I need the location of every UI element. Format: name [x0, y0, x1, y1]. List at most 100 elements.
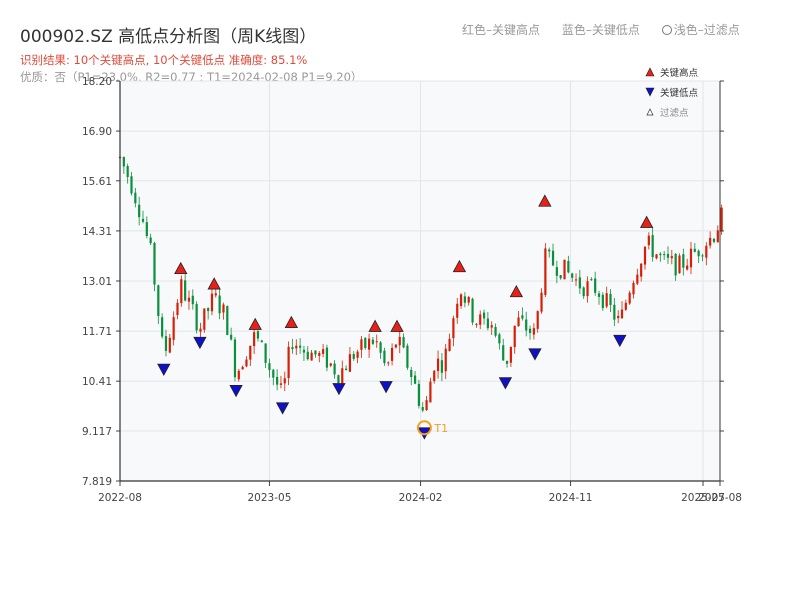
candle	[601, 292, 604, 311]
candle	[689, 241, 693, 275]
key-low-marker	[275, 402, 290, 415]
candle	[356, 349, 359, 364]
key-low-marker	[193, 336, 207, 350]
candle	[413, 370, 417, 385]
candle	[184, 274, 187, 302]
t1-label: T1	[433, 422, 448, 435]
candle	[636, 268, 639, 286]
key-high-marker	[538, 194, 552, 207]
candle	[138, 196, 141, 226]
candle	[712, 237, 716, 244]
candle	[544, 243, 547, 298]
candle	[222, 302, 225, 320]
candle	[456, 298, 459, 324]
candle	[567, 255, 570, 274]
candle	[322, 344, 325, 358]
candle	[666, 246, 670, 264]
y-tick-label: 10.41	[82, 376, 112, 388]
candle	[494, 323, 497, 338]
key-low-marker	[332, 383, 346, 396]
candle	[126, 163, 129, 184]
candle	[295, 339, 298, 356]
candle	[444, 343, 447, 379]
candle	[490, 321, 493, 335]
candle	[517, 310, 520, 327]
candle	[540, 288, 543, 314]
y-tick-label: 13.01	[82, 276, 112, 288]
candle	[597, 290, 601, 305]
x-tick-label: 2023-05	[248, 492, 292, 504]
candle	[164, 329, 168, 357]
candle	[390, 343, 394, 366]
candle	[241, 365, 244, 370]
candle	[344, 365, 348, 371]
candle	[528, 325, 532, 340]
candle	[716, 225, 719, 243]
candle	[620, 301, 624, 320]
candle	[425, 395, 428, 411]
chart-title: 000902.SZ 高低点分析图（周K线图）	[20, 27, 317, 47]
candle	[459, 293, 463, 309]
top-legend: 红色–关键高点 蓝色–关键低点 浅色–过滤点	[462, 21, 758, 38]
legend-filtered-icon	[646, 108, 654, 116]
legend-red-label: 红色–关键高点	[462, 23, 541, 37]
candle	[705, 242, 708, 266]
t1-circle	[416, 420, 432, 436]
candle	[505, 360, 509, 368]
candle	[268, 358, 271, 378]
candle	[299, 338, 302, 354]
candle	[306, 346, 309, 361]
candle	[498, 332, 501, 350]
candle	[325, 344, 329, 372]
candle	[329, 362, 332, 368]
candle	[367, 333, 371, 358]
candle	[191, 289, 194, 310]
candle	[130, 172, 133, 196]
candle	[406, 343, 409, 370]
candle	[161, 313, 164, 339]
candle	[341, 360, 344, 385]
candle	[682, 248, 685, 276]
key-high-marker	[509, 284, 524, 298]
candle	[375, 334, 378, 348]
key-high-marker	[452, 259, 467, 273]
candle	[398, 330, 401, 354]
legend-filtered-label: 过滤点	[660, 107, 689, 119]
candle	[471, 297, 474, 326]
candle	[287, 341, 290, 386]
candle	[421, 402, 424, 413]
candles	[118, 155, 723, 413]
candle	[509, 346, 512, 367]
candle	[479, 310, 482, 330]
candle	[463, 292, 466, 308]
candle	[394, 343, 398, 349]
key-low-marker	[528, 348, 542, 361]
circle-icon	[661, 25, 672, 35]
candle	[157, 284, 160, 324]
x-tick-label: 2025-08	[698, 492, 742, 504]
key-high-marker	[174, 261, 188, 275]
x-tick-label: 2025-07	[681, 492, 725, 504]
candle	[283, 371, 286, 392]
candle	[686, 258, 689, 271]
legend-low-icon	[645, 87, 655, 97]
candle	[440, 353, 443, 382]
candle	[674, 253, 677, 281]
candle	[245, 356, 248, 368]
key-low-marker	[157, 363, 171, 377]
candle	[410, 366, 413, 386]
candle	[659, 252, 662, 262]
y-tick-label: 18.20	[82, 76, 112, 88]
x-tick-label: 2022-08	[98, 492, 142, 504]
key-high-marker	[368, 319, 382, 332]
candle	[207, 307, 210, 320]
candle	[655, 253, 658, 260]
candle	[218, 289, 221, 320]
key-high-marker	[248, 317, 262, 330]
legend-high-icon	[645, 67, 655, 77]
candle	[134, 187, 137, 208]
candle	[272, 368, 275, 386]
candle	[149, 233, 152, 246]
